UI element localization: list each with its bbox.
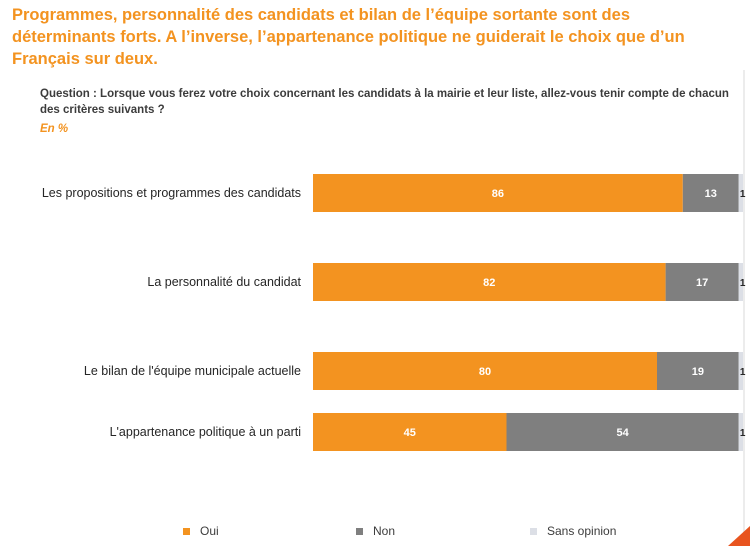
data-label-non: 17 [696,277,708,289]
data-label-non: 13 [705,188,717,200]
category-label: Le bilan de l'équipe municipale actuelle [84,364,301,378]
legend-swatch [183,527,190,535]
bar-oui [313,413,507,451]
data-label-oui: 80 [479,366,491,378]
chart-title: Programmes, personnalité des candidats e… [12,6,685,68]
data-label-sans-opinion: 1 [740,428,746,439]
legend-label: Sans opinion [547,524,617,538]
bar-sans-opinion [738,352,743,390]
bar-sans-opinion [738,174,743,212]
bar-non [657,352,739,390]
data-label-oui: 82 [483,277,495,289]
bar-sans-opinion [738,263,743,301]
data-label-oui: 86 [492,188,504,200]
legend-item-sans-opinion: Sans opinion [530,524,616,538]
bar-oui [313,263,666,301]
legend-swatch [530,527,537,535]
bar-oui [313,352,657,390]
bar-non [682,174,739,212]
legend-label: Non [373,524,396,538]
bar-non [506,413,739,451]
legend-label: Oui [200,524,219,538]
category-label: La personnalité du candidat [147,275,301,289]
data-label-oui: 45 [404,427,416,439]
legend-item-non: Non [356,524,395,538]
corner-decoration [728,526,750,546]
unit-label: En % [40,123,69,135]
legend-item-oui: Oui [183,524,219,538]
category-label: L'appartenance politique à un parti [110,425,301,439]
legend-swatch [356,527,363,535]
category-label: Les propositions et programmes des candi… [42,186,301,200]
data-label-sans-opinion: 1 [740,278,746,289]
bar-sans-opinion [738,413,743,451]
data-label-non: 19 [692,366,704,378]
data-label-sans-opinion: 1 [740,189,746,200]
right-divider [743,70,745,546]
bar-non [665,263,739,301]
data-label-sans-opinion: 1 [740,367,746,378]
question-text: Question : Lorsque vous ferez votre choi… [40,88,729,116]
bar-oui [313,174,683,212]
data-label-non: 54 [616,427,629,439]
